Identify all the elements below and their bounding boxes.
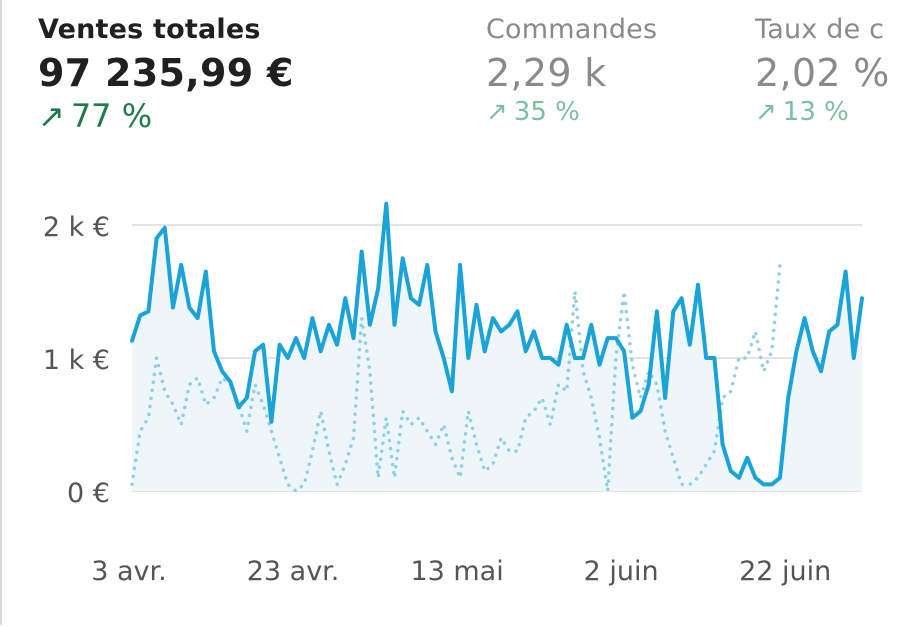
y-tick-label: 0 €	[67, 478, 110, 509]
metric-value: 97 235,99 €	[38, 51, 294, 95]
trend-up-arrow-icon: ↗	[486, 97, 508, 127]
sales-line-chart: 2 k € 1 k € 0 € 3 avr. 23 avr. 13 mai 2 juin 22…	[43, 201, 864, 587]
series-previous-period-line	[130, 263, 782, 493]
metric-delta-value: 35 %	[513, 97, 580, 127]
x-tick-label: 2 juin	[584, 556, 659, 587]
metric-label: Commandes	[486, 14, 658, 45]
metric-delta: ↗ 77 %	[38, 97, 294, 135]
y-tick-label: 1 k €	[43, 345, 110, 376]
metric-orders[interactable]: Commandes 2,29 k ↗ 35 %	[486, 14, 657, 127]
metric-delta: ↗ 13 %	[755, 97, 890, 127]
metric-value: 2,02 %	[755, 51, 890, 95]
metric-conversion-clip: Taux de c 2,02 % ↗ 13 %	[755, 0, 898, 150]
series-current-period-line	[130, 201, 864, 487]
metric-label: Ventes totales	[38, 14, 261, 45]
trend-up-arrow-icon: ↗	[38, 97, 65, 135]
metric-delta-value: 13 %	[782, 97, 849, 127]
metric-delta-value: 77 %	[70, 97, 153, 135]
metric-label: Taux de c	[755, 14, 885, 45]
x-tick-label: 22 juin	[739, 556, 831, 587]
x-tick-label: 23 avr.	[247, 556, 340, 587]
y-tick-label: 2 k €	[43, 212, 110, 243]
x-tick-label: 3 avr.	[91, 556, 167, 587]
metric-delta: ↗ 35 %	[486, 97, 657, 127]
metric-conversion-rate[interactable]: Taux de c 2,02 % ↗ 13 %	[755, 14, 890, 127]
series-area-fill	[132, 203, 862, 491]
metric-total-sales[interactable]: Ventes totales 97 235,99 € ↗ 77 %	[38, 14, 294, 135]
trend-up-arrow-icon: ↗	[755, 97, 777, 127]
x-tick-label: 13 mai	[410, 556, 503, 587]
metric-value: 2,29 k	[486, 51, 607, 95]
